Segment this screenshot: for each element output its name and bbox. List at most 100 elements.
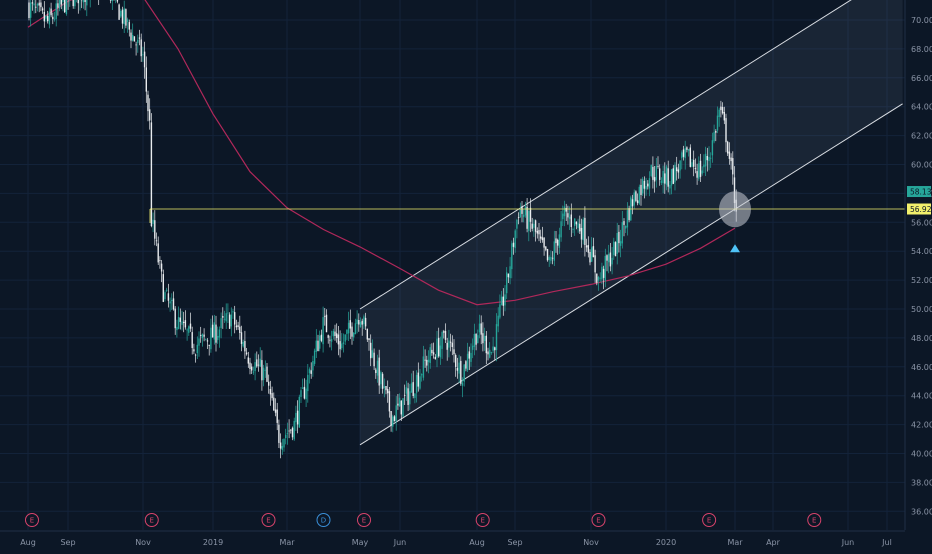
candle-body xyxy=(166,290,167,291)
candle-body xyxy=(516,220,517,229)
candle-body xyxy=(171,300,172,301)
candle-body xyxy=(583,220,584,241)
candle-body xyxy=(382,374,383,389)
candle-body xyxy=(227,313,228,314)
candle-body xyxy=(389,391,390,411)
candle-body xyxy=(66,0,67,14)
candle-body xyxy=(350,320,351,328)
candle-body xyxy=(139,38,140,39)
candle-body xyxy=(611,258,612,265)
candle-body xyxy=(554,241,555,260)
candle-body xyxy=(30,3,31,18)
candle-body xyxy=(164,292,165,299)
candle-body xyxy=(727,142,728,154)
candle-body xyxy=(562,214,563,220)
candle-body xyxy=(518,217,519,218)
candle-body xyxy=(78,0,79,3)
candle-body xyxy=(358,320,359,325)
candle-body xyxy=(141,39,142,56)
candle-body xyxy=(151,122,152,226)
candle-body xyxy=(617,233,618,254)
candle-body xyxy=(42,8,43,10)
time-tick-label: May xyxy=(352,538,369,547)
candle-body xyxy=(445,331,446,340)
candle-body xyxy=(220,318,221,328)
candle-body xyxy=(581,228,582,240)
candle-body xyxy=(73,0,74,6)
candle-body xyxy=(362,321,363,325)
candle-body xyxy=(74,0,75,6)
candle-body xyxy=(47,16,48,21)
candle-body xyxy=(316,341,317,352)
candle-body xyxy=(360,322,361,327)
candle-body xyxy=(302,388,303,389)
candle-body xyxy=(229,315,230,329)
candle-body xyxy=(484,336,485,341)
candle-body xyxy=(343,342,344,344)
candle-body xyxy=(729,152,730,159)
candle-body xyxy=(579,224,580,232)
candle-body xyxy=(273,398,274,411)
candle-body xyxy=(465,361,466,368)
candle-body xyxy=(265,370,266,371)
candle-body xyxy=(413,382,414,396)
candle-body xyxy=(574,219,575,227)
candle-body xyxy=(538,230,539,234)
candle-body xyxy=(472,346,473,350)
candle-body xyxy=(722,107,723,113)
candle-body xyxy=(288,431,289,432)
candle-body xyxy=(212,325,213,338)
candle-body xyxy=(305,389,306,400)
candle-body xyxy=(62,0,63,2)
candle-body xyxy=(261,360,262,380)
candle-body xyxy=(190,324,191,329)
candle-body xyxy=(54,19,55,20)
candle-body xyxy=(637,200,638,203)
candle-body xyxy=(540,237,541,239)
candle-body xyxy=(365,318,366,327)
candle-body xyxy=(339,341,340,349)
candle-body xyxy=(266,367,267,382)
candle-body xyxy=(685,148,686,158)
candle-body xyxy=(375,370,376,373)
candle-body xyxy=(566,208,567,212)
candle-body xyxy=(351,327,352,337)
candle-body xyxy=(205,339,206,340)
candle-body xyxy=(458,363,459,374)
candle-body xyxy=(231,315,232,327)
candle-body xyxy=(234,312,235,325)
candle-body xyxy=(555,238,556,243)
candle-body xyxy=(668,168,669,186)
candle-body xyxy=(390,411,391,426)
candle-body xyxy=(380,372,381,384)
candle-body xyxy=(533,224,534,228)
candle-body xyxy=(506,272,507,293)
candle-body xyxy=(606,255,607,261)
candle-body xyxy=(659,168,660,180)
candle-body xyxy=(294,421,295,439)
candle-body xyxy=(287,433,288,434)
candle-body xyxy=(334,332,335,336)
price-tick-label: 68.00 xyxy=(911,45,932,54)
candle-body xyxy=(513,243,514,247)
candle-body xyxy=(564,206,565,216)
candle-body xyxy=(260,359,261,367)
candle-body xyxy=(219,330,220,338)
candle-body xyxy=(394,416,395,421)
candle-body xyxy=(146,67,147,91)
candle-body xyxy=(460,361,461,384)
candle-body xyxy=(125,9,126,26)
candle-body xyxy=(645,186,646,189)
candle-body xyxy=(559,234,560,247)
candle-body xyxy=(550,257,551,261)
candle-body xyxy=(84,0,85,2)
candle-body xyxy=(299,397,300,428)
candle-body xyxy=(707,156,708,160)
candle-body xyxy=(49,12,50,25)
candle-body xyxy=(402,398,403,416)
price-axis[interactable]: 70.0068.0066.0064.0062.0060.0058.0056.00… xyxy=(905,0,932,550)
candle-body xyxy=(367,329,368,340)
candle-body xyxy=(163,274,164,302)
